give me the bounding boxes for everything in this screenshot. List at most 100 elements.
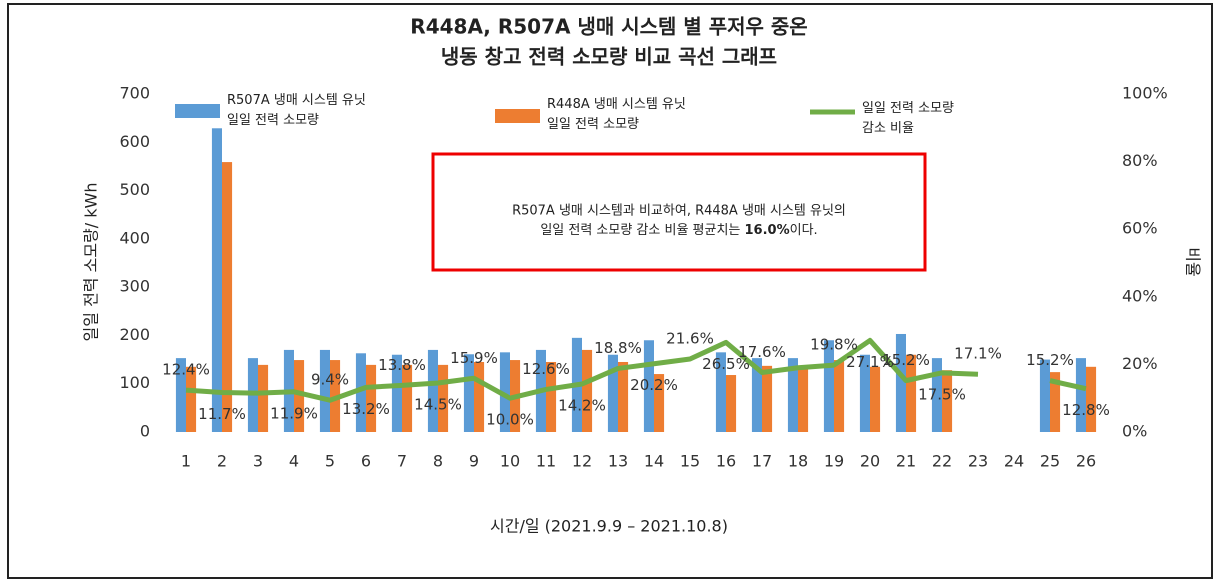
bar [582, 349, 593, 432]
legend-line: R507A 냉매 시스템 유닛 [227, 93, 366, 108]
legend-swatch [495, 109, 540, 123]
bar [870, 366, 881, 432]
data-label: 15.2% [1026, 351, 1074, 369]
bar [859, 354, 870, 432]
data-label: 12.8% [1062, 401, 1110, 419]
x-tick-label: 23 [968, 452, 988, 471]
bar [319, 349, 330, 432]
legend-line: 감소 비율 [862, 121, 914, 136]
bar [895, 333, 906, 432]
data-label: 13.2% [342, 400, 390, 418]
data-label: 15.9% [450, 349, 498, 367]
x-tick-label: 15 [680, 452, 700, 471]
x-tick-label: 7 [397, 452, 407, 471]
y2-tick-label: 60% [1122, 219, 1158, 238]
bar [474, 361, 485, 432]
x-tick-label: 21 [896, 452, 916, 471]
y2-tick-label: 80% [1122, 151, 1158, 170]
bar [654, 374, 665, 432]
x-tick-label: 3 [253, 452, 263, 471]
bar [366, 364, 377, 432]
x-tick-label: 2 [217, 452, 227, 471]
bar [355, 353, 366, 432]
y-axis-label: 일일 전력 소모량/ kWh [82, 183, 101, 342]
legend-line: R448A 냉매 시스템 유닛 [547, 97, 686, 112]
x-tick-label: 12 [572, 452, 592, 471]
data-label: 9.4% [311, 371, 349, 389]
bar [762, 365, 773, 432]
x-tick-label: 24 [1004, 452, 1024, 471]
annotation: 일일 전력 소모량 감소 비율 평균치는 16.0%이다. [540, 223, 817, 238]
x-tick-label: 16 [716, 452, 736, 471]
x-tick-label: 26 [1076, 452, 1096, 471]
bar [499, 352, 510, 432]
legend-line: 일일 전력 소모량 [547, 117, 639, 132]
bar [463, 354, 474, 432]
bar [787, 358, 798, 432]
y-tick-label: 500 [119, 180, 150, 199]
annotation-part: 이다. [790, 223, 818, 238]
data-label: 14.5% [414, 395, 462, 413]
data-label: 17.5% [918, 385, 966, 403]
data-label: 13.8% [378, 356, 426, 374]
line [185, 337, 1087, 403]
x-tick-label: 18 [788, 452, 808, 471]
bar [402, 364, 413, 432]
bar [1050, 372, 1061, 432]
chart-subtitle: 냉동 창고 전력 소모량 비교 곡선 그래프 [441, 45, 777, 69]
annotation: R507A 냉매 시스템과 비교하여, R448A 냉매 시스템 유닛의 [512, 204, 846, 219]
legend-line: 일일 전력 소모량 [227, 113, 319, 128]
data-label: 12.6% [522, 360, 570, 378]
bar [607, 354, 618, 432]
bar [391, 354, 402, 432]
y-tick-label: 600 [119, 132, 150, 151]
legend-swatch [175, 104, 220, 118]
x-tick-label: 17 [752, 452, 772, 471]
data-label: 17.6% [738, 343, 786, 361]
x-tick-label: 5 [325, 452, 335, 471]
bar [438, 364, 449, 432]
data-label: 11.7% [198, 405, 246, 423]
data-label: 10.0% [486, 411, 534, 429]
chart-title: R448A, R507A 냉매 시스템 별 푸저우 중온 [410, 15, 807, 39]
bar [427, 349, 438, 432]
x-tick-label: 4 [289, 452, 299, 471]
y-tick-label: 700 [119, 84, 150, 103]
y2-tick-label: 100% [1122, 84, 1168, 103]
bar [175, 358, 186, 432]
legend-label: 일일 전력 소모량 감소 비율 [862, 101, 954, 136]
data-label: 18.8% [594, 339, 642, 357]
x-tick-label: 9 [469, 452, 479, 471]
data-label: 15.2% [882, 351, 930, 369]
data-label: 21.6% [666, 329, 714, 347]
bar [186, 366, 197, 432]
bar [798, 365, 809, 432]
annotation-part: 일일 전력 소모량 감소 비율 평균치는 [540, 223, 744, 238]
y-tick-label: 400 [119, 228, 150, 247]
x-tick-label: 6 [361, 452, 371, 471]
bar [211, 128, 222, 433]
bar [1086, 366, 1097, 432]
x-tick-label: 25 [1040, 452, 1060, 471]
data-label: 14.2% [558, 397, 606, 415]
bar [1075, 358, 1086, 432]
bar [618, 361, 629, 432]
bar [834, 360, 845, 432]
x-tick-label: 20 [860, 452, 880, 471]
data-label: 12.4% [162, 361, 210, 379]
data-label: 27.1% [846, 353, 894, 371]
annotation-box [431, 152, 927, 272]
bar [294, 360, 305, 432]
x-tick-label: 22 [932, 452, 952, 471]
bar [222, 162, 233, 432]
bar [942, 370, 953, 432]
x-axis-label: 시간/일 (2021.9.9 – 2021.10.8) [490, 517, 728, 536]
y2-axis-label: 비율 [1184, 247, 1203, 276]
frame [7, 3, 1213, 579]
bar [931, 358, 942, 432]
bar [726, 375, 737, 432]
y2-tick-label: 20% [1122, 354, 1158, 373]
y-tick-label: 100 [119, 373, 150, 392]
